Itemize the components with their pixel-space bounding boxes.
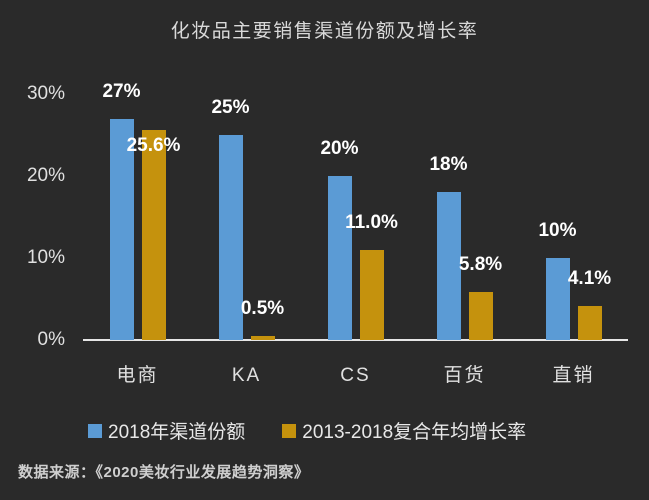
y-axis-tick-label: 0% — [37, 329, 65, 350]
bar-CS-series0 — [327, 176, 352, 340]
y-axis-tick-label: 20% — [26, 165, 65, 186]
data-label-CS-series1: 11.0% — [345, 211, 398, 233]
data-label-KA-series0: 25% — [211, 97, 250, 118]
y-axis-tick-label: 30% — [26, 83, 65, 104]
legend-label-2018-share: 2018年渠道份额 — [108, 422, 246, 443]
legend-item-cagr: 2013-2018复合年均增长率 — [282, 417, 526, 444]
x-axis-label-CS: CS — [340, 365, 371, 386]
data-label-KA-series1: 0.5% — [240, 297, 285, 319]
bar-直销-series0 — [545, 258, 570, 340]
x-axis-label-KA: KA — [231, 365, 262, 386]
bar-百货-series1 — [468, 292, 493, 340]
legend: 2018年渠道份额 2013-2018复合年均增长率 — [88, 417, 526, 444]
source-text: 数据来源：《2020美妆行业发展趋势洞察》 — [18, 464, 310, 481]
bar-直销-series1 — [577, 306, 602, 340]
legend-swatch-gold-icon — [282, 423, 297, 438]
bar-电商-series0 — [109, 118, 134, 340]
data-label-CS-series0: 20% — [320, 138, 359, 159]
bar-电商-series1 — [141, 130, 166, 340]
x-axis-label-直销: 直销 — [552, 365, 595, 386]
bar-百货-series0 — [436, 192, 461, 340]
data-label-直销-series1: 4.1% — [567, 268, 612, 290]
data-label-百货-series1: 5.8% — [458, 254, 503, 276]
legend-label-cagr: 2013-2018复合年均增长率 — [302, 422, 527, 443]
x-axis-label-百货: 百货 — [443, 365, 486, 386]
legend-item-2018-share: 2018年渠道份额 — [88, 417, 245, 444]
data-label-电商-series0: 27% — [102, 80, 141, 102]
data-label-直销-series0: 10% — [538, 220, 577, 241]
y-axis-tick-label: 10% — [26, 247, 65, 268]
x-axis-line — [83, 339, 628, 341]
bar-CS-series1 — [359, 249, 384, 340]
legend-swatch-blue-icon — [88, 423, 102, 438]
data-label-电商-series1: 25.6% — [126, 135, 181, 157]
data-label-百货-series0: 18% — [429, 154, 468, 176]
bar-KA-series1 — [250, 335, 275, 340]
chart-title: 化妆品主要销售渠道份额及增长率 — [170, 21, 479, 42]
x-axis-label-电商: 电商 — [116, 365, 159, 386]
bar-KA-series0 — [218, 135, 243, 340]
